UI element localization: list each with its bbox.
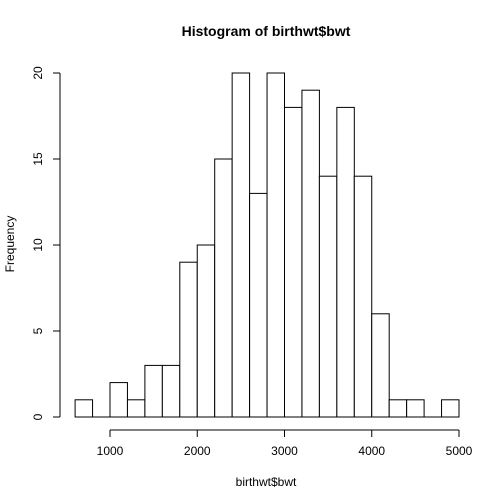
histogram-bar	[266, 72, 285, 418]
histogram-bar	[179, 261, 198, 418]
y-tick-label: 10	[31, 238, 45, 252]
x-tick-label: 4000	[358, 444, 385, 458]
histogram-bar	[214, 158, 233, 418]
x-tick-label: 5000	[446, 444, 473, 458]
histogram-bar	[318, 175, 338, 418]
histogram-bar	[196, 244, 216, 418]
histogram-bar	[336, 106, 355, 418]
histogram-bar	[406, 399, 425, 418]
bars-group	[74, 72, 460, 418]
histogram-bar	[284, 106, 303, 418]
histogram-bar	[126, 399, 146, 418]
histogram-bar	[353, 175, 373, 418]
histogram-bar	[249, 192, 268, 418]
y-axis-label: Frequency	[3, 216, 17, 273]
histogram-bar	[371, 313, 390, 418]
x-tick-label: 2000	[184, 444, 211, 458]
x-tick-label: 3000	[271, 444, 298, 458]
histogram-bar	[109, 382, 128, 418]
histogram-bar	[74, 399, 94, 418]
histogram-bar	[161, 364, 181, 418]
histogram-bar	[144, 364, 163, 418]
x-tick-label: 1000	[97, 444, 124, 458]
y-tick-label: 5	[31, 327, 45, 334]
x-axis: 1000 2000 3000 4000 5000	[97, 429, 473, 458]
histogram-bar	[231, 72, 251, 418]
histogram-bar	[301, 89, 320, 418]
y-tick-label: 20	[31, 66, 45, 80]
chart-title: Histogram of birthwt$bwt	[182, 23, 351, 39]
y-axis: 0 5 10 15 20	[31, 66, 61, 420]
histogram-bar	[441, 399, 460, 418]
histogram-bar	[388, 399, 408, 418]
x-axis-label: birthwt$bwt	[236, 475, 297, 489]
y-tick-label: 0	[31, 413, 45, 420]
y-tick-label: 15	[31, 152, 45, 166]
